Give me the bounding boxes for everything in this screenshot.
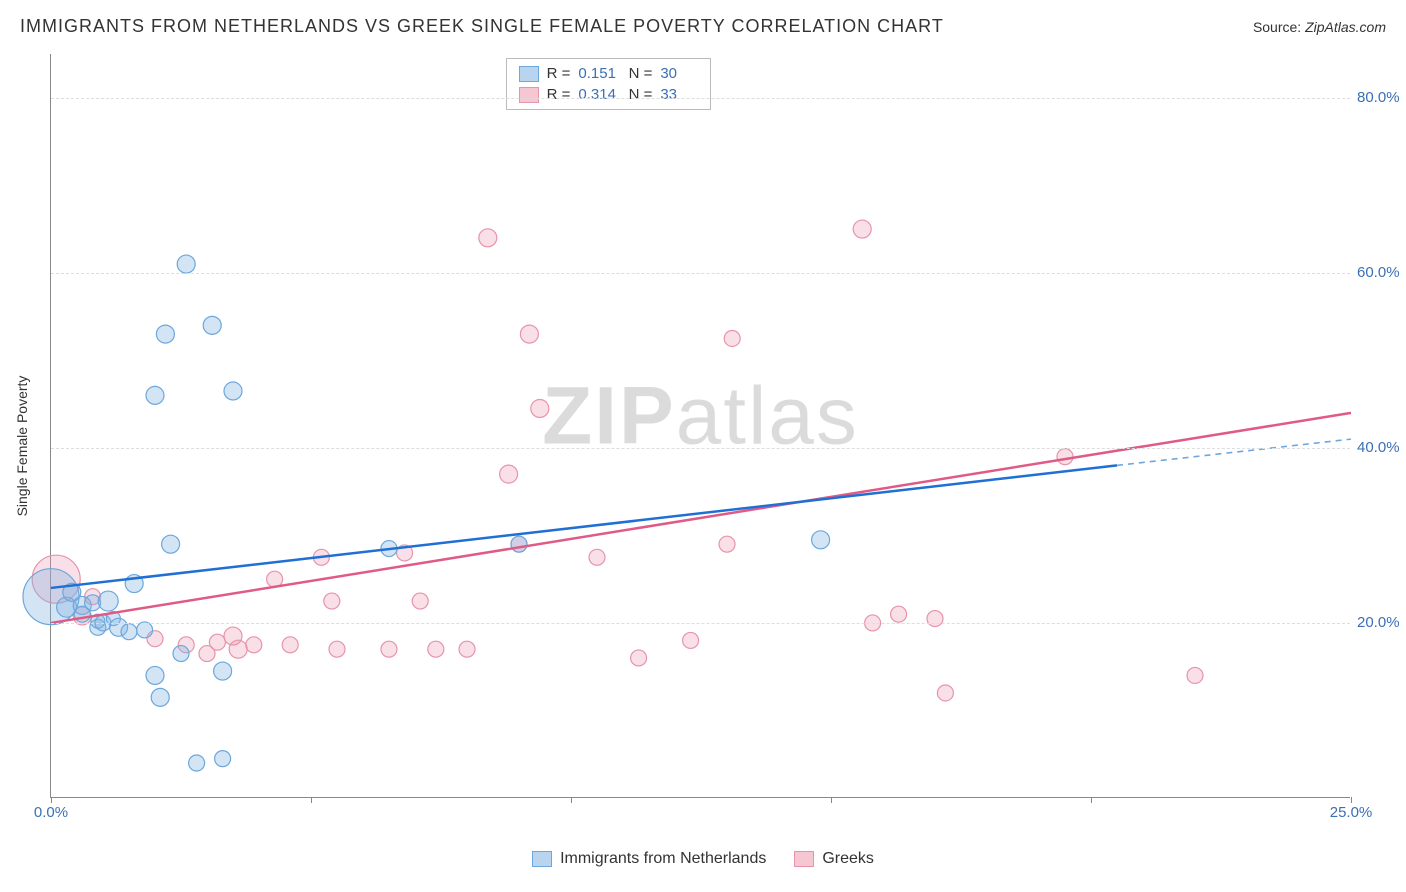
data-point xyxy=(724,330,740,346)
y-tick-label: 80.0% xyxy=(1357,89,1406,106)
data-point xyxy=(137,622,153,638)
legend-label: Greeks xyxy=(822,850,874,868)
plot-area: ZIPatlas R =0.151 N =30R =0.314 N =33 20… xyxy=(50,54,1350,798)
x-tick-mark xyxy=(51,797,52,803)
data-point xyxy=(589,549,605,565)
series-legend: Immigrants from Netherlands Greeks xyxy=(0,850,1406,868)
chart-canvas xyxy=(51,54,1350,797)
trend-line xyxy=(1117,439,1351,465)
data-point xyxy=(412,593,428,609)
data-point xyxy=(891,606,907,622)
data-point xyxy=(329,641,345,657)
y-axis-label: Single Female Poverty xyxy=(14,376,30,517)
data-point xyxy=(812,531,830,549)
data-point xyxy=(1057,449,1073,465)
data-point xyxy=(146,666,164,684)
source-attribution: Source: ZipAtlas.com xyxy=(1253,19,1386,35)
data-point xyxy=(98,591,118,611)
data-point xyxy=(520,325,538,343)
x-tick-mark xyxy=(311,797,312,803)
y-tick-label: 20.0% xyxy=(1357,614,1406,631)
legend-item-greeks: Greeks xyxy=(794,850,874,868)
data-point xyxy=(203,316,221,334)
data-point xyxy=(719,536,735,552)
data-point xyxy=(156,325,174,343)
gridline xyxy=(51,623,1350,624)
data-point xyxy=(209,634,225,650)
gridline xyxy=(51,98,1350,99)
data-point xyxy=(531,399,549,417)
x-tick-mark xyxy=(1091,797,1092,803)
data-point xyxy=(146,386,164,404)
data-point xyxy=(428,641,444,657)
data-point xyxy=(189,755,205,771)
data-point xyxy=(121,624,137,640)
trend-line xyxy=(51,413,1351,623)
legend-item-netherlands: Immigrants from Netherlands xyxy=(532,850,766,868)
x-tick-label: 0.0% xyxy=(34,804,68,821)
gridline xyxy=(51,273,1350,274)
data-point xyxy=(459,641,475,657)
x-tick-mark xyxy=(831,797,832,803)
data-point xyxy=(683,632,699,648)
data-point xyxy=(324,593,340,609)
data-point xyxy=(229,640,247,658)
x-tick-label: 25.0% xyxy=(1330,804,1373,821)
data-point xyxy=(937,685,953,701)
chart-header: IMMIGRANTS FROM NETHERLANDS VS GREEK SIN… xyxy=(20,16,1386,37)
gridline xyxy=(51,448,1350,449)
chart-title: IMMIGRANTS FROM NETHERLANDS VS GREEK SIN… xyxy=(20,16,944,37)
data-point xyxy=(1187,667,1203,683)
data-point xyxy=(381,641,397,657)
data-point xyxy=(927,611,943,627)
x-tick-mark xyxy=(571,797,572,803)
data-point xyxy=(215,751,231,767)
data-point xyxy=(224,382,242,400)
data-point xyxy=(511,536,527,552)
data-point xyxy=(479,229,497,247)
y-tick-label: 40.0% xyxy=(1357,439,1406,456)
trend-line xyxy=(51,465,1117,588)
x-tick-mark xyxy=(1351,797,1352,803)
swatch-icon xyxy=(532,851,552,867)
legend-label: Immigrants from Netherlands xyxy=(560,850,766,868)
data-point xyxy=(162,535,180,553)
source-prefix: Source: xyxy=(1253,19,1305,35)
data-point xyxy=(282,637,298,653)
data-point xyxy=(500,465,518,483)
data-point xyxy=(214,662,232,680)
data-point xyxy=(631,650,647,666)
data-point xyxy=(173,646,189,662)
swatch-icon xyxy=(794,851,814,867)
data-point xyxy=(853,220,871,238)
data-point xyxy=(151,688,169,706)
data-point xyxy=(177,255,195,273)
source-link[interactable]: ZipAtlas.com xyxy=(1305,19,1386,35)
y-tick-label: 60.0% xyxy=(1357,264,1406,281)
data-point xyxy=(246,637,262,653)
